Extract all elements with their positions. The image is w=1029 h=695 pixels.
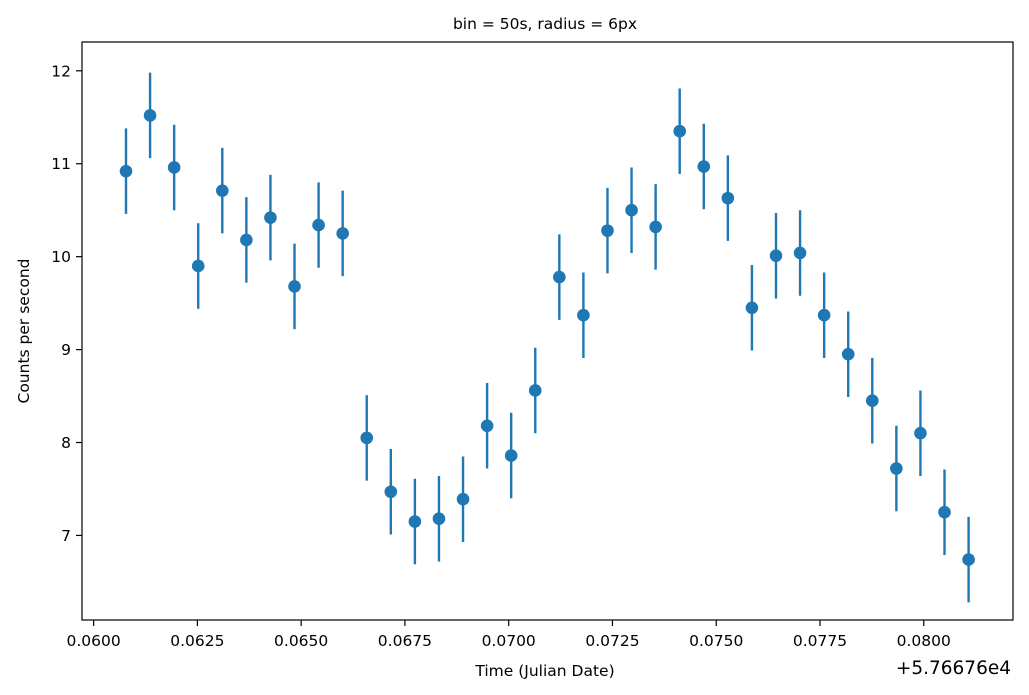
chart-title: bin = 50s, radius = 6px xyxy=(453,15,637,33)
data-point xyxy=(914,426,927,440)
data-point xyxy=(721,191,735,205)
data-point xyxy=(167,161,181,174)
data-point xyxy=(865,394,879,407)
data-point xyxy=(553,270,566,284)
data-point xyxy=(504,449,518,462)
data-point xyxy=(384,485,398,499)
y-axis-label: Counts per second xyxy=(15,259,33,404)
data-point xyxy=(312,218,325,232)
y-tick-label: 12 xyxy=(51,62,71,80)
data-point xyxy=(673,124,686,138)
y-tick-label: 8 xyxy=(61,434,71,452)
data-point xyxy=(841,347,855,361)
data-point xyxy=(938,505,951,519)
data-point xyxy=(769,249,783,263)
data-point xyxy=(962,553,975,566)
data-point xyxy=(408,515,422,528)
plot-area xyxy=(119,72,975,603)
data-point xyxy=(288,280,301,293)
data-point xyxy=(625,203,638,217)
data-point xyxy=(528,384,542,397)
x-tick-label: 0.0675 xyxy=(378,632,432,650)
x-tick-label: 0.0600 xyxy=(66,632,120,650)
x-tick-label: 0.0775 xyxy=(793,632,847,650)
data-point xyxy=(817,308,831,322)
data-point xyxy=(890,462,903,475)
data-point xyxy=(456,492,470,506)
data-point xyxy=(143,109,157,122)
y-tick-label: 9 xyxy=(61,341,71,359)
data-point xyxy=(191,259,205,273)
y-tick-label: 10 xyxy=(51,248,71,266)
data-point xyxy=(577,308,590,322)
data-point xyxy=(119,164,133,178)
y-tick-label: 7 xyxy=(61,527,71,545)
data-point xyxy=(649,220,662,234)
data-point xyxy=(432,512,446,526)
data-point xyxy=(240,233,253,247)
x-axis-label: Time (Julian Date) xyxy=(474,662,614,680)
x-tick-label: 0.0650 xyxy=(274,632,328,650)
x-tick-label: 0.0625 xyxy=(170,632,224,650)
x-tick-label: 0.0800 xyxy=(897,632,951,650)
data-point xyxy=(264,211,277,224)
data-point xyxy=(793,246,807,260)
y-axis: 7 8 9 10 11 12 xyxy=(51,62,82,545)
data-point xyxy=(360,431,374,445)
data-point xyxy=(336,227,349,240)
x-tick-label: 0.0725 xyxy=(585,632,639,650)
data-point xyxy=(697,160,711,173)
plot-frame xyxy=(81,41,1014,621)
x-tick-label: 0.0700 xyxy=(482,632,536,650)
x-axis-offset-label: +5.76676e4 xyxy=(896,658,1011,679)
y-tick-label: 11 xyxy=(51,155,71,173)
data-point xyxy=(601,224,614,237)
x-axis: 0.0600 0.0625 0.0650 0.0675 0.0700 0.0725 0.07… xyxy=(66,620,951,650)
x-tick-label: 0.0750 xyxy=(689,632,743,650)
data-point xyxy=(745,301,759,315)
data-point xyxy=(215,184,229,197)
data-point xyxy=(480,419,494,433)
